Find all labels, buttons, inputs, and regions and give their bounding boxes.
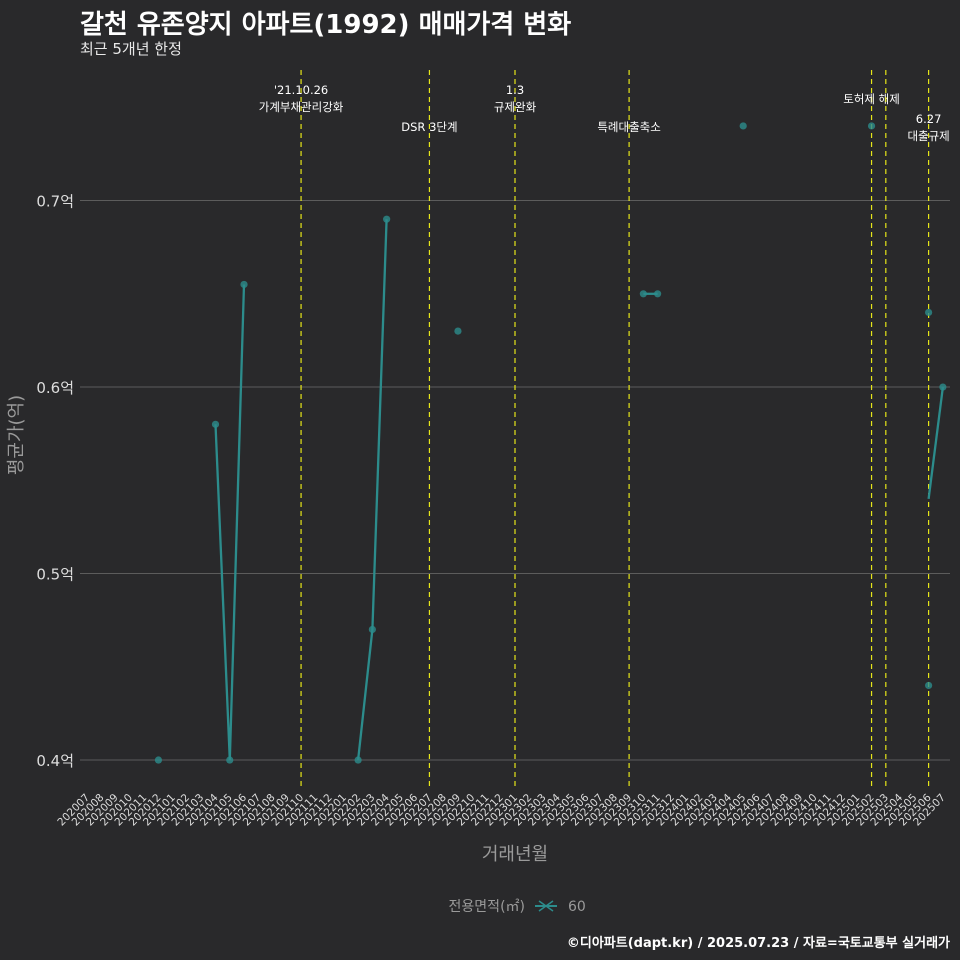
event-label: DSR 3단계 bbox=[401, 120, 457, 134]
y-tick-label: 0.5억 bbox=[36, 566, 74, 584]
legend-key-cross-b bbox=[538, 900, 554, 912]
event-label: 1.3 bbox=[506, 83, 524, 97]
y-tick-label: 0.7억 bbox=[36, 193, 74, 211]
data-point bbox=[925, 681, 933, 690]
x-axis-title: 거래년월 bbox=[482, 844, 548, 865]
data-point bbox=[211, 420, 220, 428]
y-axis-title: 평균가(억) bbox=[6, 395, 27, 475]
data-point bbox=[654, 290, 662, 298]
event-label: 6.27 bbox=[916, 112, 942, 126]
event-label: 가계부채관리강화 bbox=[259, 100, 344, 114]
x-tick-labels: 2020072020082020092020102020112020122021… bbox=[55, 791, 948, 828]
legend-label-60: 60 bbox=[568, 899, 586, 915]
legend: 전용면적(㎡) 60 bbox=[449, 899, 586, 915]
series-60 bbox=[154, 122, 947, 764]
data-point bbox=[154, 756, 163, 764]
event-label: 대출규제 bbox=[907, 129, 949, 143]
event-label: 규제완화 bbox=[494, 100, 537, 114]
event-label: 토허제 해제 bbox=[843, 92, 900, 106]
data-point bbox=[240, 280, 248, 289]
data-point bbox=[383, 215, 391, 223]
data-point bbox=[867, 122, 876, 130]
footer-credit: ©디아파트(dapt.kr) / 2025.07.23 / 자료=국토교통부 실… bbox=[566, 936, 950, 951]
event-label: 특례대출축소 bbox=[597, 120, 660, 134]
chart-subtitle: 최근 5개년 한정 bbox=[80, 40, 182, 58]
grid-lines bbox=[80, 200, 950, 761]
series-line bbox=[356, 219, 388, 761]
series-line bbox=[927, 386, 945, 500]
data-point bbox=[739, 122, 747, 130]
data-point bbox=[639, 290, 647, 298]
y-tick-label: 0.4억 bbox=[36, 752, 74, 770]
data-point bbox=[354, 756, 362, 764]
legend-title: 전용면적(㎡) bbox=[449, 899, 525, 915]
data-point bbox=[939, 383, 947, 391]
y-tick-labels: 0.4억 0.5억 0.6억 0.7억 bbox=[36, 193, 74, 770]
data-point bbox=[368, 625, 376, 634]
event-label: '21.10.26 bbox=[274, 83, 328, 97]
data-point bbox=[925, 308, 933, 317]
series-line bbox=[214, 284, 246, 761]
y-tick-label: 0.6억 bbox=[36, 379, 74, 397]
data-point bbox=[226, 756, 234, 764]
chart-title: 갈천 유존양지 아파트(1992) 매매가격 변화 bbox=[80, 10, 572, 40]
data-point bbox=[454, 327, 462, 335]
